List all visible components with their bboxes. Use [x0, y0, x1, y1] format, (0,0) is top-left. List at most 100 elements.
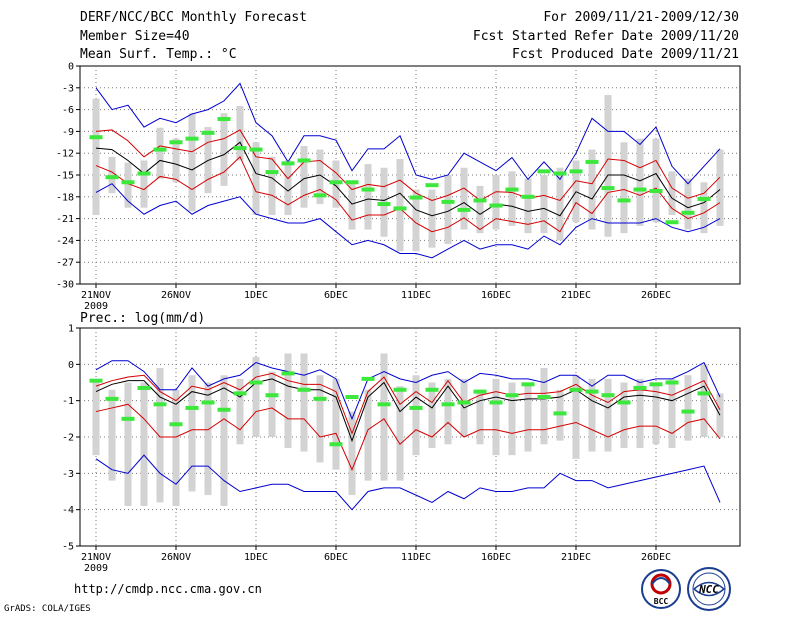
source-url[interactable]: http://cmdp.ncc.cma.gov.cn	[74, 582, 262, 596]
median-marker	[329, 180, 343, 185]
ensemble-box	[684, 375, 692, 441]
median-marker	[537, 169, 551, 174]
median-marker	[377, 202, 391, 207]
ensemble-box	[700, 364, 708, 437]
y-tick-label: 0	[68, 62, 74, 73]
ensemble-box	[652, 138, 660, 223]
extreme-min-line	[95, 183, 721, 259]
temperature-panel: 0 -3 -6 -9 -12 -15 -18 -21 -24 -27 -30 21NOV 26NOV 1D…	[56, 62, 741, 312]
ensemble-box	[636, 138, 644, 226]
median-marker	[425, 387, 439, 392]
y-tick-label: 1	[68, 324, 74, 335]
ensemble-box	[300, 353, 308, 452]
ensemble-box	[156, 127, 164, 179]
median-marker	[249, 380, 263, 385]
ensemble-mean-line	[95, 141, 721, 217]
y-tick-label: -21	[56, 214, 74, 225]
x-tick-label: 11DEC	[401, 552, 431, 563]
ensemble-box	[588, 149, 596, 230]
median-marker	[329, 442, 343, 447]
ensemble-box	[108, 389, 116, 481]
median-marker	[377, 402, 391, 407]
median-marker	[89, 135, 103, 140]
ensemble-box	[412, 375, 420, 456]
x-tick-label: 6DEC	[324, 290, 348, 301]
ensemble-box	[284, 160, 292, 215]
variable-label: Mean Surf. Temp.: °C	[80, 47, 237, 62]
ensemble-box	[492, 175, 500, 230]
x-tick-label: 16DEC	[481, 290, 511, 301]
ensemble-box	[140, 160, 148, 208]
median-marker	[153, 147, 167, 152]
ensemble-box	[316, 149, 324, 205]
x-tick-label: 16DEC	[481, 552, 511, 563]
ensemble-box	[396, 386, 404, 481]
figure-title: DERF/NCC/BCC Monthly Forecast	[80, 10, 307, 25]
ensemble-box	[572, 375, 580, 459]
x-tick-label: 21DEC	[561, 290, 591, 301]
ensemble-box	[604, 378, 612, 452]
median-marker	[569, 169, 583, 174]
ensemble-box	[428, 382, 436, 448]
median-marker	[185, 136, 199, 141]
ensemble-box	[636, 378, 644, 448]
svg-text:BCC: BCC	[654, 597, 669, 606]
median-marker	[217, 407, 231, 412]
ensemble-box	[668, 171, 676, 215]
ensemble-box	[684, 178, 692, 230]
median-marker	[681, 409, 695, 414]
precip-variable-label: Prec.: log(mm/d)	[80, 311, 205, 326]
median-marker	[553, 411, 567, 416]
ensemble-box	[460, 167, 468, 230]
ensemble-box	[620, 382, 628, 448]
x-tick-label: 26DEC	[641, 290, 671, 301]
ensemble-box	[108, 156, 116, 194]
median-marker	[441, 402, 455, 407]
ensemble-box	[124, 162, 132, 208]
ensemble-box	[588, 378, 596, 452]
median-marker	[409, 405, 423, 410]
forecast-produced-date: Fcst Produced Date 2009/11/21	[512, 47, 739, 62]
median-marker	[473, 198, 487, 203]
median-marker	[521, 382, 535, 387]
median-marker	[553, 171, 567, 176]
median-marker	[425, 183, 439, 188]
median-marker	[361, 376, 375, 381]
median-marker	[489, 203, 503, 208]
median-marker	[649, 188, 663, 193]
svg-text:NCC: NCC	[698, 583, 719, 596]
ncc-logo: NCC	[687, 567, 731, 611]
ensemble-box	[668, 378, 676, 448]
extreme-max-line	[95, 360, 721, 421]
y-tick-label: -27	[56, 258, 74, 269]
ensemble-box	[220, 113, 228, 186]
median-marker	[457, 400, 471, 405]
median-marker	[265, 393, 279, 398]
forecast-period: For 2009/11/21-2009/12/30	[543, 10, 739, 25]
ensemble-box	[716, 149, 724, 226]
ensemble-box	[476, 185, 484, 234]
y-tick-label: -15	[56, 171, 74, 182]
x-tick-label: 21NOV	[81, 552, 111, 563]
median-marker	[169, 140, 183, 145]
median-marker	[281, 161, 295, 166]
ensemble-box	[92, 98, 100, 215]
ensemble-box	[252, 357, 260, 437]
y-tick-label: -3	[62, 469, 74, 480]
spread-upper-line	[95, 372, 721, 435]
y-tick-label: -6	[62, 105, 74, 116]
ensemble-box	[124, 382, 132, 507]
x-year-label: 2009	[84, 563, 108, 574]
ensemble-box	[380, 353, 388, 481]
ensemble-box	[236, 378, 244, 445]
x-tick-label: 1DEC	[244, 290, 268, 301]
median-marker	[137, 171, 151, 176]
median-marker	[361, 187, 375, 192]
median-marker	[233, 391, 247, 396]
y-tick-label: 0	[68, 360, 74, 371]
x-tick-label: 26NOV	[161, 290, 191, 301]
median-marker	[681, 210, 695, 215]
member-size-label: Member Size=40	[80, 29, 190, 44]
y-tick-label: -18	[56, 192, 74, 203]
